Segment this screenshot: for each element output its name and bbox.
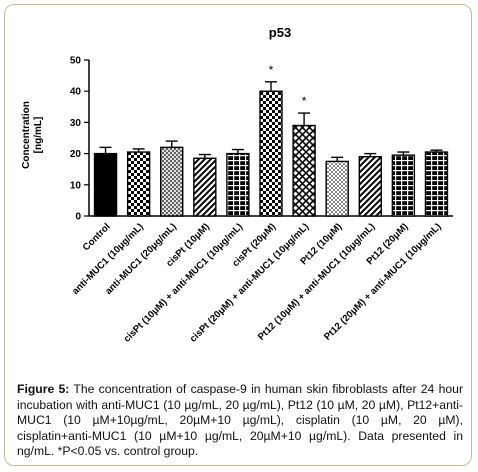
bar: [160, 146, 184, 217]
y-tick-label: 20: [70, 149, 82, 160]
y-axis-label-line-2: [ng/mL]: [33, 117, 44, 154]
y-tick-label: 40: [70, 87, 82, 98]
bar: [391, 154, 416, 217]
bar: [226, 152, 250, 217]
bar: [325, 160, 349, 217]
y-tick-label: 10: [70, 180, 82, 191]
caption-text: The concentration of caspase-9 in human …: [17, 382, 463, 459]
caption-label: Figure 5:: [17, 382, 70, 396]
significance-marker: *: [269, 63, 274, 77]
bar: [193, 157, 217, 217]
y-axis-label-line-1: Concentration: [21, 101, 32, 169]
y-tick-label: 50: [70, 56, 82, 67]
bar: [358, 156, 382, 217]
chart: p53 Concentration [ng/mL] 0 10 20 30 40 50 * *…: [21, 25, 453, 345]
x-tick-label: Pt12 (20μM) + anti-MUC1 (10μg/mL): [322, 221, 443, 342]
x-tick-label: Control: [81, 221, 113, 253]
bar: [424, 151, 449, 217]
bar: [259, 90, 283, 217]
y-tick-label: 0: [75, 212, 81, 223]
figure-frame: p53 Concentration [ng/mL] 0 10 20 30 40 50 * *…: [4, 4, 472, 466]
y-tick-label: 30: [70, 118, 82, 129]
bar: [93, 152, 118, 217]
figure-caption: Figure 5: The concentration of caspase-9…: [17, 382, 463, 460]
x-tick-label: cisPt (20μM) + anti-MUC1 (10μg/mL): [188, 221, 311, 344]
bar: [292, 124, 316, 217]
significance-marker: *: [302, 94, 307, 108]
x-tick-label: Pt12 (10μM) + anti-MUC1 (10μg/mL): [256, 221, 377, 342]
x-tick-label: cisPt (10μM) + anti-MUC1 (10μg/mL): [122, 221, 245, 344]
chart-title: p53: [269, 25, 291, 40]
bar: [126, 151, 151, 217]
